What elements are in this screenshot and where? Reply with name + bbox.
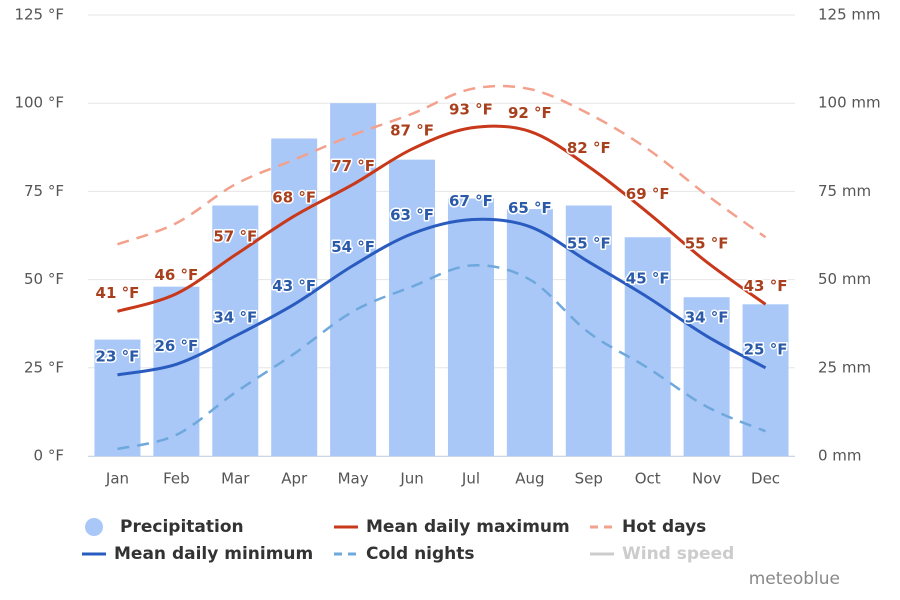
y2-tick-label: 75 mm xyxy=(818,182,871,200)
data-label: 77 °F xyxy=(331,157,375,175)
x-tick-label: Aug xyxy=(515,470,544,488)
line xyxy=(117,217,767,377)
data-label: 43 °F xyxy=(272,277,316,295)
data-label: 69 °F xyxy=(626,185,670,203)
x-tick-label: Dec xyxy=(751,470,780,488)
x-tick-label: Nov xyxy=(692,470,721,488)
x-tick-label: Oct xyxy=(635,470,661,488)
data-label: 55 °F xyxy=(685,234,729,252)
legend-label[interactable]: Mean daily minimum xyxy=(114,544,313,564)
legend-label[interactable]: Mean daily maximum xyxy=(366,517,570,537)
data-label: 68 °F xyxy=(272,189,316,207)
data-label: 25 °F xyxy=(744,340,788,358)
bar xyxy=(624,237,671,456)
data-label: 55 °F xyxy=(567,234,611,252)
bar xyxy=(506,209,553,456)
data-label: 43 °F xyxy=(744,277,788,295)
data-label: 67 °F xyxy=(449,192,493,210)
y-tick-label: 25 °F xyxy=(24,358,64,376)
watermark: meteoblue xyxy=(749,569,840,589)
y-tick-label: 100 °F xyxy=(14,94,64,112)
legend-symbol xyxy=(85,518,103,536)
y-tick-label: 50 °F xyxy=(24,270,64,288)
data-label: 65 °F xyxy=(508,199,552,217)
bar xyxy=(94,339,141,456)
data-label: 57 °F xyxy=(213,227,257,245)
x-tick-label: Jun xyxy=(399,470,423,488)
x-tick-label: Jul xyxy=(461,470,480,488)
line xyxy=(117,264,767,451)
data-label: 87 °F xyxy=(390,122,434,140)
y-tick-label: 125 °F xyxy=(14,6,64,24)
y2-tick-label: 100 mm xyxy=(818,94,881,112)
legend-label[interactable]: Precipitation xyxy=(120,517,244,537)
x-tick-label: Feb xyxy=(163,470,190,488)
y2-tick-label: 0 mm xyxy=(818,447,862,465)
line xyxy=(117,84,767,246)
data-label: 93 °F xyxy=(449,100,493,118)
x-tick-label: Jan xyxy=(105,470,129,488)
y2-tick-label: 50 mm xyxy=(818,270,871,288)
bar xyxy=(742,304,789,456)
data-label: 45 °F xyxy=(626,270,670,288)
data-label: 26 °F xyxy=(154,337,198,355)
data-label: 82 °F xyxy=(567,139,611,157)
data-label: 41 °F xyxy=(96,284,140,302)
bar xyxy=(330,103,377,456)
bar xyxy=(389,159,436,456)
y2-tick-label: 25 mm xyxy=(818,358,871,376)
bar xyxy=(212,205,259,456)
bar xyxy=(271,138,318,457)
x-tick-label: Apr xyxy=(281,470,308,488)
data-label: 23 °F xyxy=(96,347,140,365)
data-label: 63 °F xyxy=(390,206,434,224)
y-tick-label: 75 °F xyxy=(24,182,64,200)
legend-label[interactable]: Cold nights xyxy=(366,544,475,564)
data-label: 54 °F xyxy=(331,238,375,256)
data-label: 92 °F xyxy=(508,104,552,122)
line xyxy=(117,124,767,313)
x-tick-label: Sep xyxy=(575,470,603,488)
x-tick-label: May xyxy=(338,470,369,488)
bar xyxy=(683,297,730,456)
legend-label[interactable]: Wind speed xyxy=(622,544,734,564)
bar xyxy=(447,198,494,456)
data-label: 34 °F xyxy=(213,309,257,327)
y2-tick-label: 125 mm xyxy=(818,6,881,24)
bar xyxy=(153,286,200,456)
x-tick-label: Mar xyxy=(221,470,250,488)
bar xyxy=(565,205,612,456)
data-label: 34 °F xyxy=(685,309,729,327)
data-label: 46 °F xyxy=(154,266,198,284)
legend-label[interactable]: Hot days xyxy=(622,517,706,537)
y-tick-label: 0 °F xyxy=(34,447,64,465)
